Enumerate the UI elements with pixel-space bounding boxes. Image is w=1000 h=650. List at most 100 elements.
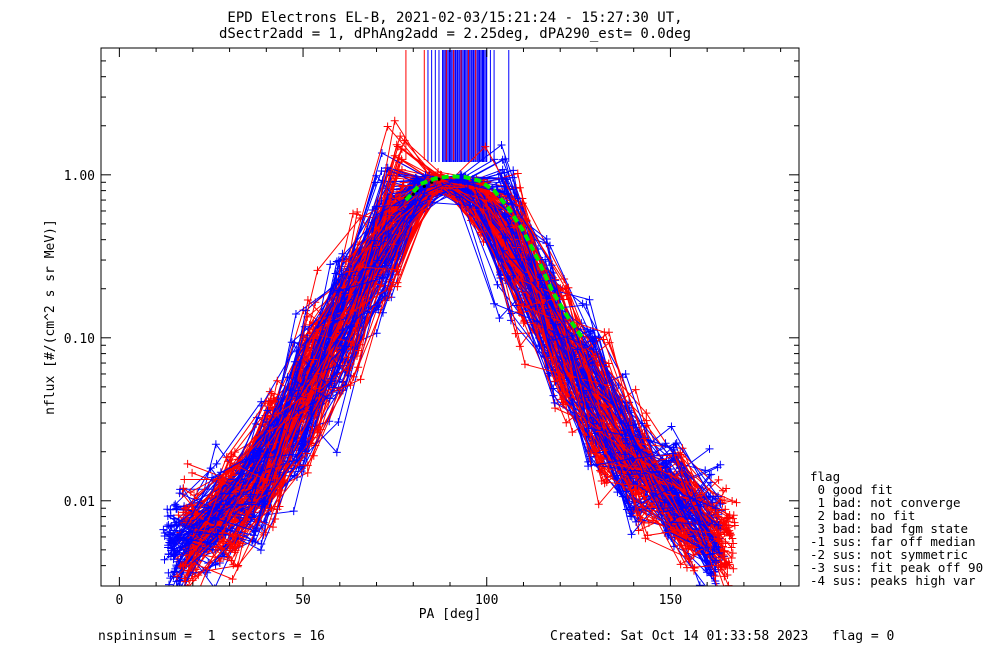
series-marker [515, 201, 524, 210]
series-line [197, 185, 695, 576]
series-marker [640, 492, 649, 501]
series-marker [183, 459, 192, 468]
series-marker [467, 216, 476, 225]
series-marker [174, 596, 182, 604]
series-marker [436, 176, 445, 185]
series-marker [165, 609, 173, 617]
series-marker [349, 307, 358, 316]
series-marker [291, 310, 300, 319]
series-marker [421, 171, 430, 180]
series-marker [309, 451, 318, 460]
legend-item: -3 sus: fit peak off 90 [810, 560, 983, 575]
series-marker [597, 467, 606, 476]
chart-title: EPD Electrons EL-B, 2021-02-03/15:21:24 … [227, 10, 682, 26]
series-marker [716, 589, 724, 597]
series-marker [383, 122, 392, 131]
series-marker [173, 572, 182, 581]
series-marker [725, 560, 734, 569]
series-marker [728, 534, 737, 543]
series-marker [482, 196, 491, 205]
y-tick-label: 0.10 [64, 332, 95, 347]
series-line [189, 186, 725, 559]
series-marker [568, 428, 577, 437]
series-marker [397, 155, 406, 164]
series-marker [501, 234, 510, 243]
series-marker [623, 439, 632, 448]
series-marker [267, 389, 276, 398]
series-marker [680, 525, 689, 534]
legend-item: 0 good fit [810, 482, 893, 497]
series-marker [218, 537, 227, 546]
series-marker [601, 402, 610, 411]
series-marker [164, 568, 173, 577]
series-marker [627, 503, 636, 512]
series-marker [584, 424, 593, 433]
legend-item: -4 sus: peaks high var [810, 573, 976, 588]
series-marker [676, 560, 685, 569]
series-marker [313, 266, 322, 275]
series-marker [599, 417, 608, 426]
series-marker [732, 498, 741, 507]
series-marker [391, 194, 400, 203]
series-marker [668, 486, 677, 495]
series-marker [301, 306, 310, 315]
series-marker [208, 513, 217, 522]
series-marker [163, 505, 172, 514]
series-marker [588, 336, 597, 345]
series-marker [721, 537, 730, 546]
series-marker [338, 326, 347, 335]
series-marker [729, 564, 738, 573]
series-marker [712, 556, 721, 565]
series-marker [166, 574, 175, 583]
series-marker [557, 395, 566, 404]
series-marker [230, 548, 239, 557]
series-marker [301, 447, 310, 456]
series-marker [600, 328, 609, 337]
series-marker [584, 462, 593, 471]
series-marker [311, 384, 320, 393]
series-marker [716, 500, 725, 509]
series-marker [309, 355, 318, 364]
series-marker [612, 471, 621, 480]
series-marker [547, 261, 556, 270]
series-marker [538, 283, 547, 292]
series-marker [706, 550, 715, 559]
series-marker [663, 526, 672, 535]
black-point [437, 177, 441, 181]
series-marker [642, 421, 651, 430]
series-marker [301, 438, 310, 447]
series-marker [265, 426, 274, 435]
series-marker [159, 525, 168, 534]
series-marker [330, 316, 339, 325]
series-marker [623, 425, 632, 434]
series-marker [251, 527, 260, 536]
series-marker [621, 369, 630, 378]
series-marker [212, 459, 221, 468]
series-marker [181, 577, 190, 586]
series-marker [286, 386, 295, 395]
series-marker [727, 543, 736, 552]
series-marker [519, 302, 528, 311]
series-marker [301, 406, 310, 415]
series-marker [730, 521, 739, 530]
series-marker [519, 217, 528, 226]
median-fit-line [404, 174, 584, 339]
series-marker [273, 376, 282, 385]
series-marker [578, 299, 587, 308]
series-marker [586, 327, 595, 336]
series-marker [186, 488, 195, 497]
series-line [195, 158, 730, 569]
series-marker [562, 291, 571, 300]
y-tick-label: 0.01 [64, 495, 95, 510]
series-marker [695, 581, 704, 586]
series-marker [289, 507, 298, 516]
series-marker [584, 359, 593, 368]
series-marker [707, 571, 716, 580]
series-marker [670, 511, 679, 520]
series-marker [327, 374, 336, 383]
series-marker [180, 504, 189, 513]
series-marker [325, 394, 334, 403]
series-marker [215, 500, 224, 509]
series-marker [729, 511, 738, 520]
